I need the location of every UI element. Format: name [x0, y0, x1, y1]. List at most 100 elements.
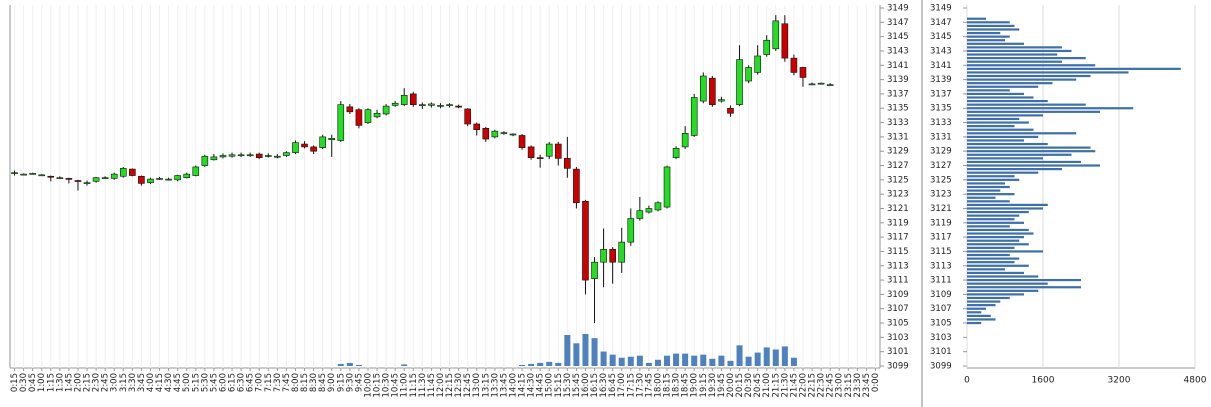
x-tick-label: 19:00	[690, 373, 700, 398]
y-tick-label: 3131	[930, 132, 952, 142]
x-tick-label: 1:00	[37, 373, 47, 392]
candle-body	[663, 166, 671, 208]
x-tick-label: 6:45	[246, 373, 256, 392]
profile-bar	[967, 314, 991, 317]
volume-bar	[682, 353, 689, 366]
x-tick-label: 7:45	[282, 373, 292, 392]
volume-bar	[636, 355, 643, 366]
x-tick-label: 10:15	[373, 373, 383, 398]
profile-bar	[967, 164, 1100, 167]
profile-bar	[967, 28, 1020, 31]
profile-bar	[967, 96, 1034, 99]
profile-bar	[967, 178, 1020, 181]
candle-body	[763, 39, 771, 55]
volume-bar	[763, 347, 770, 366]
x-tick-label: 0:00	[871, 373, 881, 392]
candle-body	[56, 177, 64, 179]
y-tick-label: 3117	[887, 233, 909, 243]
candle-body	[237, 154, 245, 157]
x-tick-label: 2:45	[101, 373, 111, 392]
candle-body	[428, 103, 435, 106]
candle-body	[156, 178, 163, 180]
y-tick-label: 3099	[930, 362, 952, 372]
volume-bar	[781, 346, 788, 366]
y-tick-label: 3111	[887, 276, 909, 286]
candle-body	[165, 178, 172, 181]
y-tick-label: 3143	[930, 46, 952, 56]
profile-bar	[967, 218, 1015, 221]
x-tick-label: 15:15	[554, 373, 564, 398]
profile-bar	[967, 150, 1096, 153]
candle-body	[464, 108, 471, 125]
y-tick-label: 3127	[930, 161, 952, 171]
x-tick-label: 19:30	[708, 373, 718, 398]
x-tick-label: 9:45	[354, 373, 364, 392]
candle-body	[337, 104, 345, 141]
x-tick-label: 15:45	[572, 373, 582, 398]
candle-body	[29, 173, 36, 175]
volume-bar	[546, 361, 553, 366]
profile-bar	[967, 282, 1048, 285]
candle-body	[500, 132, 508, 134]
x-tick-label: 8:15	[300, 373, 310, 392]
candle-body	[446, 104, 453, 106]
volume-bar	[691, 355, 698, 366]
profile-bar	[967, 135, 1039, 138]
x-tick-label: 6:30	[237, 373, 247, 392]
candle-body	[119, 168, 127, 177]
profile-bar	[967, 300, 1001, 303]
x-tick-label: 21:00	[762, 373, 772, 398]
volume-bar	[337, 363, 344, 366]
x-tick-label: 18:45	[681, 373, 691, 398]
x-tick-label: 0:45	[28, 373, 38, 392]
x-tick-label: 2:15	[83, 373, 93, 392]
profile-bar	[967, 175, 1015, 178]
x-tick-label: 0:30	[19, 373, 29, 392]
x-tick-label: 5:45	[209, 373, 219, 392]
y-tick-label: 3117	[930, 233, 952, 243]
x-tick-label: 4800	[1184, 376, 1207, 386]
x-tick-label: 11:45	[427, 373, 437, 398]
candle-body	[473, 123, 481, 131]
x-tick-label: 17:45	[644, 373, 654, 398]
volume-bar	[745, 356, 752, 366]
profile-bar	[967, 57, 1086, 60]
candle-body	[636, 210, 644, 219]
x-tick-label: 11:15	[409, 373, 419, 398]
candle-body	[745, 67, 752, 82]
profile-bar	[967, 185, 1010, 189]
x-tick-label: 10:45	[391, 373, 401, 398]
x-tick-label: 0	[964, 376, 970, 386]
candle-body	[536, 157, 544, 159]
volume-bar	[346, 362, 353, 366]
volume-bar	[718, 355, 725, 366]
profile-bar	[967, 103, 1086, 106]
profile-bar	[967, 117, 1020, 121]
y-tick-label: 3115	[930, 247, 952, 257]
x-tick-label: 5:30	[200, 373, 210, 392]
volume-bar	[645, 362, 652, 366]
x-tick-label: 18:15	[663, 373, 673, 398]
profile-bar	[967, 71, 1129, 74]
x-tick-label: 6:00	[218, 373, 228, 392]
profile-bar	[967, 307, 986, 310]
volume-bar	[355, 364, 362, 366]
profile-bar	[967, 24, 1015, 27]
x-tick-label: 5:15	[191, 373, 201, 392]
candle-body	[690, 97, 698, 136]
profile-bar	[967, 85, 1039, 88]
candle-body	[382, 105, 390, 115]
y-tick-label: 3145	[930, 32, 952, 42]
profile-bar	[967, 253, 1010, 257]
candle-body	[373, 112, 381, 118]
y-tick-label: 3145	[887, 32, 909, 42]
profile-bar	[967, 128, 1034, 131]
y-tick-label: 3141	[930, 61, 952, 71]
volume-bar	[664, 355, 671, 366]
volume-bar	[754, 352, 761, 366]
volume-bar	[627, 356, 634, 366]
x-tick-label: 4:45	[173, 373, 183, 392]
profile-bar	[967, 296, 1010, 300]
y-tick-label: 3119	[887, 218, 909, 228]
